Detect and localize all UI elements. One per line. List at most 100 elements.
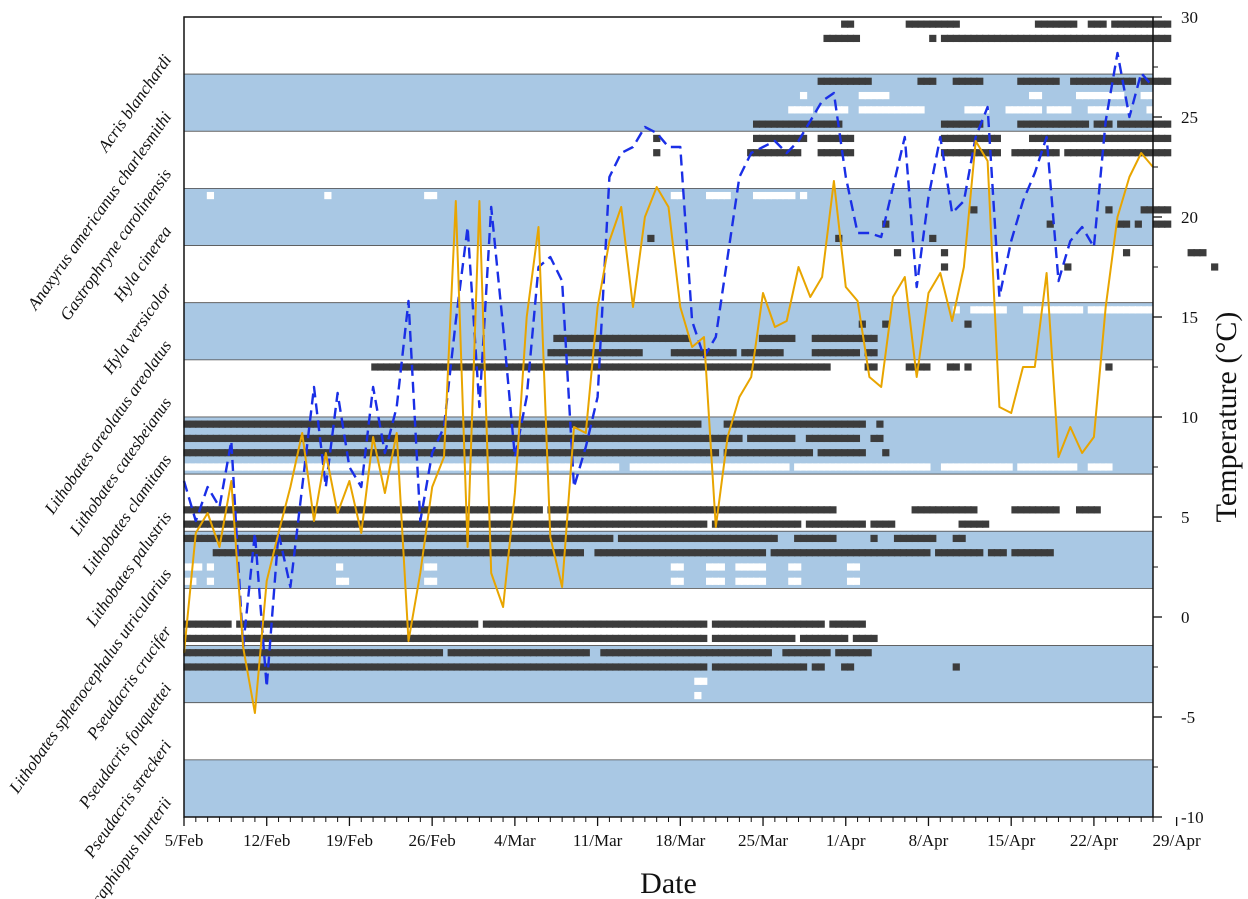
call-marker	[394, 620, 402, 628]
call-marker	[230, 420, 238, 428]
call-marker	[993, 463, 1001, 471]
call-marker	[453, 377, 461, 385]
call-marker	[195, 420, 203, 428]
call-marker	[183, 449, 191, 457]
call-marker	[447, 434, 455, 443]
call-marker	[347, 634, 355, 643]
call-marker	[1064, 106, 1072, 114]
call-marker	[623, 649, 631, 657]
call-marker	[817, 63, 825, 71]
call-marker	[435, 649, 444, 657]
call-marker	[294, 649, 303, 657]
call-marker	[735, 520, 743, 528]
y-tick-label: 0	[1181, 608, 1190, 627]
call-marker	[764, 334, 772, 343]
call-marker	[882, 377, 890, 385]
call-marker	[858, 520, 866, 528]
call-marker	[653, 491, 661, 500]
call-marker	[259, 506, 267, 514]
call-marker	[899, 106, 908, 114]
call-marker	[383, 506, 391, 514]
call-marker	[606, 449, 614, 457]
call-marker	[1052, 391, 1060, 400]
call-marker	[306, 534, 314, 543]
call-marker	[823, 420, 831, 428]
call-marker	[476, 449, 485, 457]
call-marker	[976, 463, 984, 471]
call-marker	[1052, 377, 1060, 385]
call-marker	[576, 334, 585, 343]
call-marker	[494, 391, 502, 400]
call-marker	[829, 434, 837, 443]
call-marker	[218, 406, 226, 414]
call-marker	[523, 549, 532, 557]
call-marker	[852, 591, 861, 600]
call-marker	[711, 491, 720, 500]
call-marker	[424, 363, 432, 371]
call-marker	[841, 20, 849, 28]
call-marker	[318, 63, 326, 71]
call-marker	[224, 620, 232, 628]
call-marker	[441, 363, 449, 371]
call-marker	[1117, 149, 1125, 157]
call-marker	[659, 434, 667, 443]
call-marker	[794, 520, 802, 528]
call-marker	[512, 506, 520, 514]
call-marker	[259, 663, 267, 671]
call-marker	[641, 391, 649, 400]
call-marker	[823, 77, 831, 85]
call-marker	[606, 649, 614, 657]
call-marker	[794, 606, 802, 614]
call-marker	[970, 206, 978, 214]
call-marker	[318, 434, 326, 443]
call-marker	[588, 634, 596, 643]
call-marker	[294, 477, 303, 485]
call-marker	[858, 63, 866, 71]
call-marker	[236, 491, 244, 500]
call-marker	[976, 306, 984, 314]
call-marker	[306, 463, 314, 471]
call-marker	[500, 420, 508, 428]
call-marker	[782, 63, 790, 71]
call-marker	[999, 463, 1007, 471]
call-marker	[670, 534, 678, 543]
call-marker	[764, 134, 772, 143]
call-marker	[641, 649, 649, 657]
call-marker	[441, 634, 449, 643]
call-marker	[570, 449, 579, 457]
call-marker	[206, 634, 215, 643]
call-marker	[617, 634, 626, 643]
call-marker	[1128, 34, 1137, 43]
call-marker	[212, 491, 220, 500]
call-marker	[1075, 77, 1084, 85]
call-marker	[283, 634, 291, 643]
call-marker	[1011, 506, 1019, 514]
call-marker	[606, 663, 614, 671]
call-marker	[600, 491, 608, 500]
call-marker	[459, 649, 467, 657]
call-marker	[670, 363, 678, 371]
call-marker	[952, 663, 960, 671]
call-marker	[341, 634, 350, 643]
call-marker	[776, 463, 784, 471]
y-tick-label: -10	[1181, 808, 1204, 827]
call-marker	[1081, 34, 1090, 43]
call-marker	[811, 391, 819, 400]
call-marker	[359, 449, 367, 457]
call-marker	[312, 620, 320, 628]
call-marker	[576, 420, 585, 428]
call-marker	[494, 463, 502, 471]
species-bands	[183, 16, 1154, 818]
call-marker	[512, 534, 520, 543]
call-marker	[911, 377, 919, 385]
call-marker	[400, 491, 408, 500]
call-marker	[1134, 277, 1142, 285]
call-marker	[447, 406, 455, 414]
call-marker	[770, 363, 778, 371]
call-marker	[706, 534, 714, 543]
call-marker	[817, 420, 825, 428]
call-marker	[805, 63, 814, 71]
call-marker	[617, 363, 626, 371]
call-marker	[559, 491, 567, 500]
call-marker	[1040, 549, 1048, 557]
